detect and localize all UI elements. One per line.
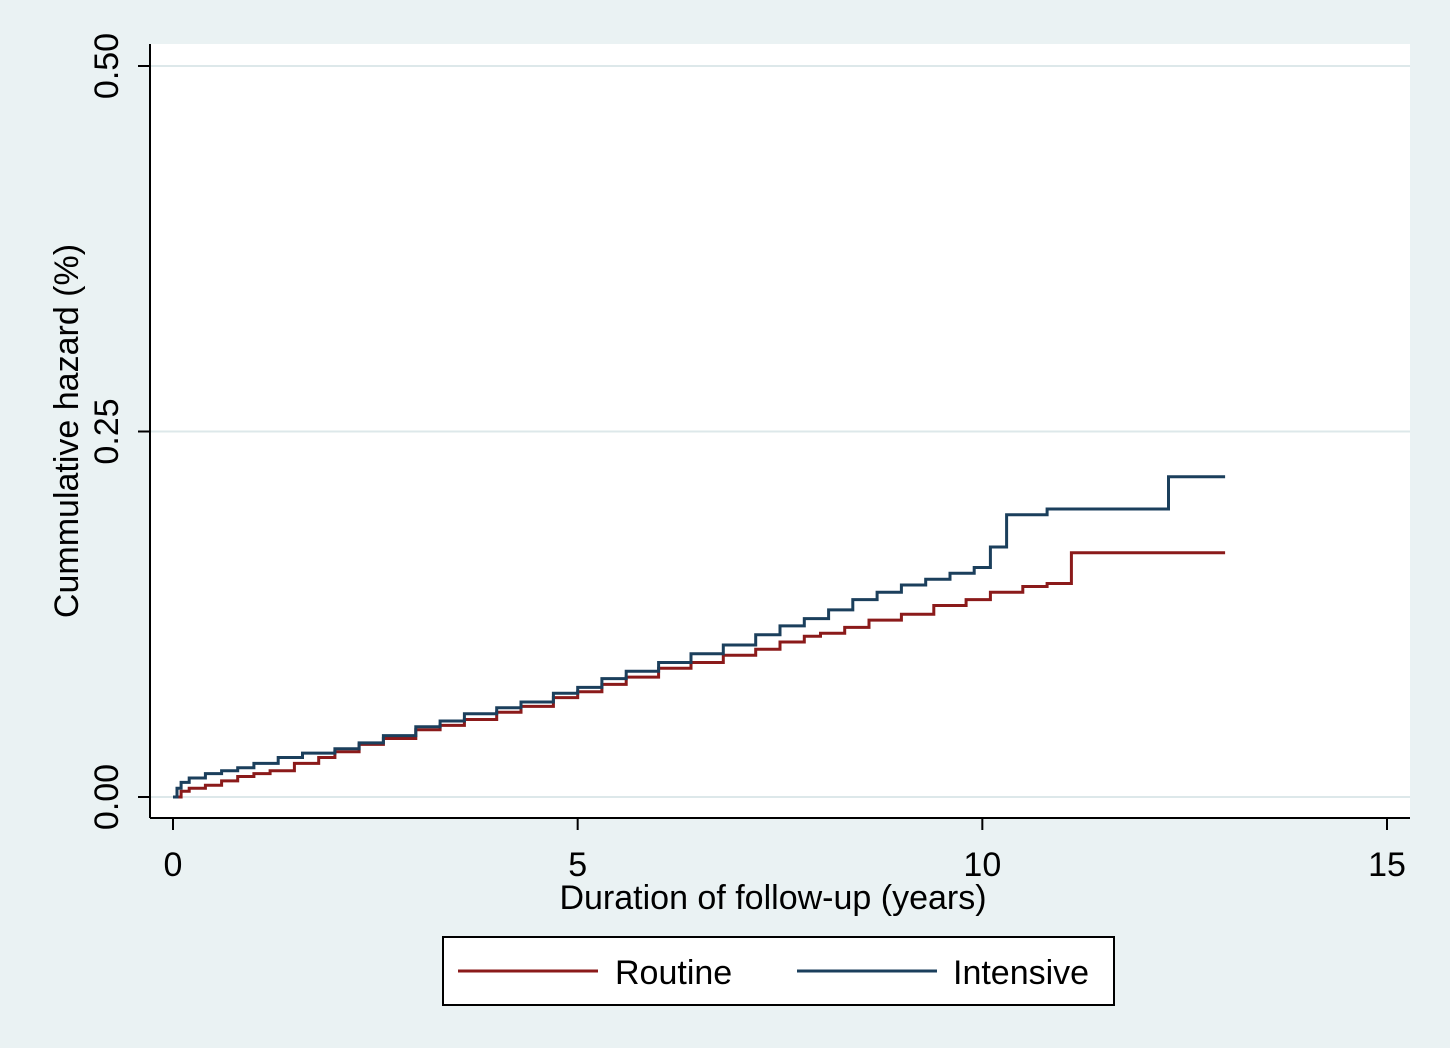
y-tick-label-0: 0.00 bbox=[88, 764, 126, 830]
y-axis-title: Cummulative hazard (%) bbox=[48, 244, 86, 618]
series-lines bbox=[173, 475, 1226, 799]
x-tick-label-1: 5 bbox=[568, 846, 587, 884]
gridlines bbox=[151, 65, 1410, 798]
series-line-routine bbox=[173, 551, 1226, 799]
legend-label-intensive: Intensive bbox=[953, 954, 1089, 992]
x-axis-title: Duration of follow-up (years) bbox=[559, 879, 986, 917]
ticks: 0.00 0.25 0.50 0 5 10 15 bbox=[88, 33, 1406, 884]
x-tick-label-2: 10 bbox=[963, 846, 1001, 884]
x-tick-label-0: 0 bbox=[164, 846, 183, 884]
x-tick-label-3: 15 bbox=[1368, 846, 1406, 884]
legend: Routine Intensive bbox=[442, 936, 1115, 1006]
y-tick-label-1: 0.25 bbox=[88, 398, 126, 464]
legend-label-routine: Routine bbox=[615, 954, 732, 992]
y-tick-label-2: 0.50 bbox=[88, 33, 126, 99]
series-line-intensive bbox=[173, 475, 1226, 799]
